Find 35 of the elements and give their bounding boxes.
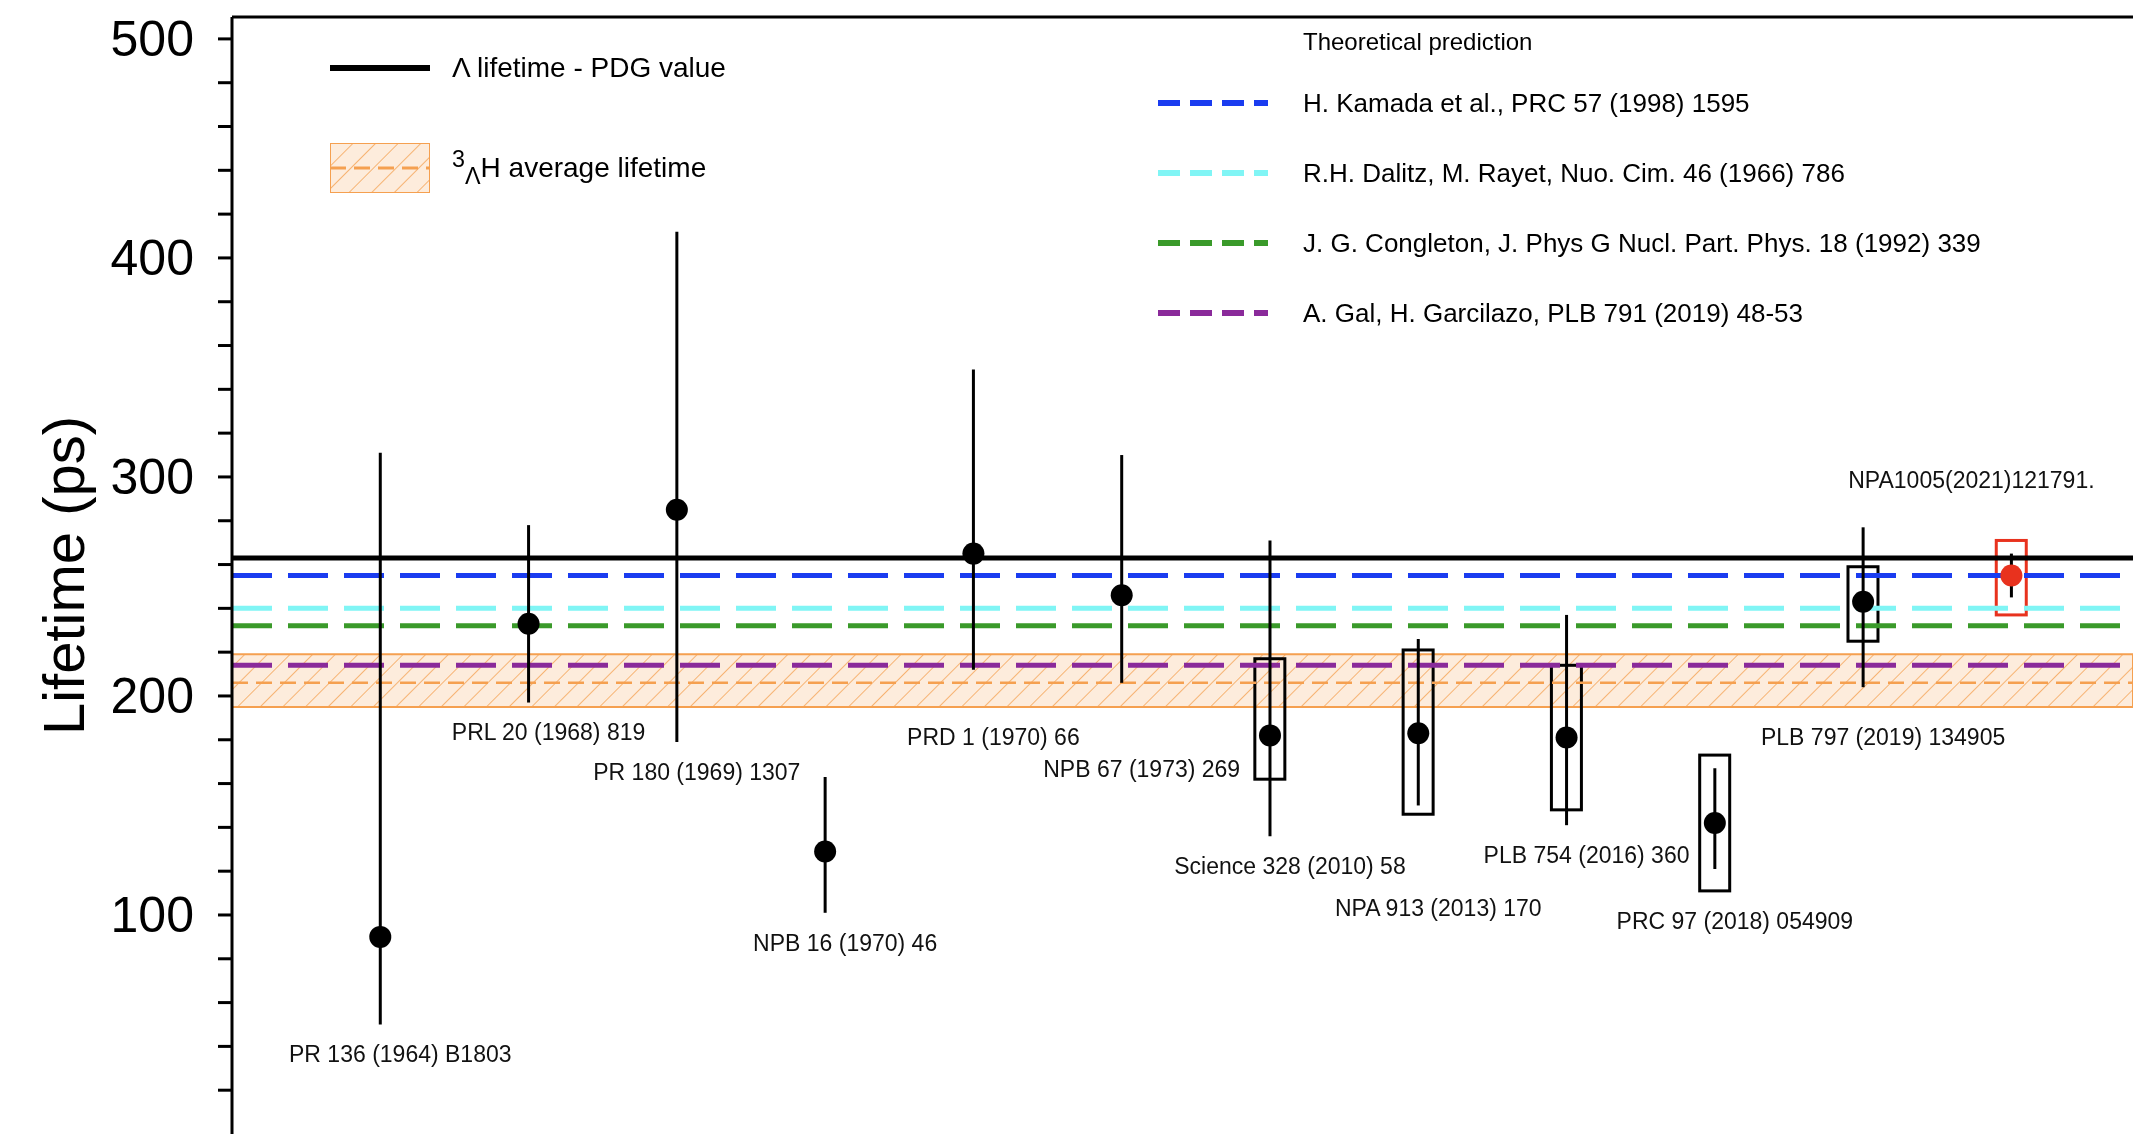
point bbox=[1555, 726, 1578, 749]
point bbox=[962, 542, 985, 565]
legend-label: R.H. Dalitz, M. Rayet, Nuo. Cim. 46 (1966) 786 bbox=[1303, 157, 1845, 189]
legend-title: Theoretical prediction bbox=[1303, 28, 1534, 57]
point bbox=[814, 840, 837, 863]
annotation: NPB 16 (1970) 46 bbox=[753, 929, 938, 956]
annotation: NPB 67 (1973) 269 bbox=[1043, 755, 1241, 782]
y-tick-label: 100 bbox=[110, 886, 194, 943]
y-tick-label: 500 bbox=[110, 10, 194, 67]
legend-label: A. Gal, H. Garcilazo, PLB 791 (2019) 48-53 bbox=[1303, 297, 1804, 329]
point bbox=[1258, 724, 1281, 747]
annotation: Science 328 (2010) 58 bbox=[1174, 852, 1406, 879]
point bbox=[369, 925, 392, 948]
bar bbox=[1698, 753, 1732, 893]
annotation: PRL 20 (1968) 819 bbox=[451, 719, 646, 746]
annotation: NPA1005(2021)121791. bbox=[1848, 466, 2095, 493]
annotation: PR 136 (1964) B1803 bbox=[289, 1041, 512, 1068]
annotation: PLB 754 (2016) 360 bbox=[1483, 841, 1690, 868]
y-tick-label: 400 bbox=[110, 229, 194, 286]
legend-label: H. Kamada et al., PRC 57 (1998) 1595 bbox=[1303, 87, 1750, 119]
y-tick-label: 300 bbox=[110, 448, 194, 505]
annotation: NPA 913 (2013) 170 bbox=[1334, 894, 1542, 921]
y-axis-title: Lifetime (ps) bbox=[30, 415, 96, 736]
legend-label: J. G. Congleton, J. Phys G Nucl. Part. Phys. 18 (1992) 339 bbox=[1303, 227, 1981, 259]
point bbox=[1110, 584, 1133, 607]
annotation: PRD 1 (1970) 66 bbox=[907, 723, 1080, 750]
point bbox=[1703, 811, 1726, 834]
point bbox=[1407, 722, 1430, 745]
point bbox=[665, 498, 688, 521]
point bbox=[517, 612, 540, 635]
annotation: PR 180 (1969) 1307 bbox=[593, 758, 801, 785]
annotation: PLB 797 (2019) 134905 bbox=[1760, 723, 2006, 750]
legend-label: Λ lifetime - PDG value bbox=[452, 52, 726, 84]
y-tick-label: 200 bbox=[110, 667, 194, 724]
annotation: PRC 97 (2018) 054909 bbox=[1616, 907, 1854, 934]
